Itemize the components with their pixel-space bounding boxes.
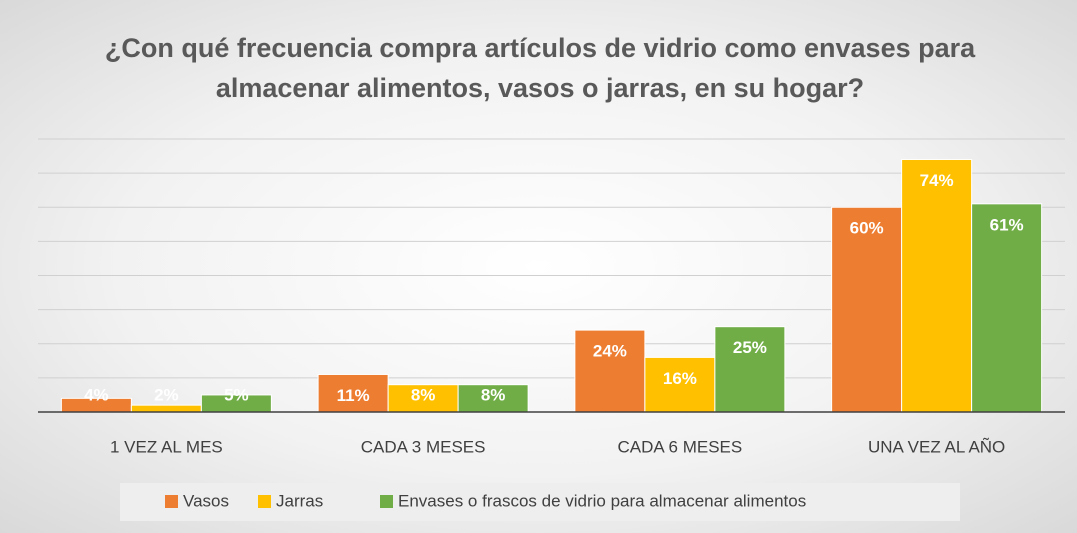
- bar: [901, 158, 973, 413]
- data-label: 74%: [920, 171, 954, 190]
- data-label: 2%: [154, 385, 179, 404]
- data-label: 8%: [411, 385, 436, 404]
- legend-swatch: [258, 495, 271, 508]
- bar: [574, 329, 646, 413]
- data-label: 5%: [224, 385, 249, 404]
- x-tick-label: UNA VEZ AL AÑO: [868, 437, 1005, 456]
- legend-swatch: [165, 495, 178, 508]
- legend-label: Jarras: [276, 491, 323, 510]
- bar: [130, 404, 202, 413]
- data-label: 8%: [481, 385, 506, 404]
- bar: [387, 384, 459, 413]
- bar: [317, 373, 389, 413]
- legend-label: Envases o frascos de vidrio para almacen…: [398, 491, 806, 510]
- bar: [714, 326, 786, 413]
- x-tick-label: CADA 6 MESES: [618, 437, 743, 456]
- data-label: 16%: [663, 369, 697, 388]
- legend-swatch: [380, 495, 393, 508]
- x-tick-label: 1 VEZ AL MES: [110, 437, 223, 456]
- data-label: 11%: [337, 386, 370, 405]
- data-label: 60%: [850, 219, 884, 238]
- data-label: 25%: [733, 338, 767, 357]
- bar: [457, 384, 529, 413]
- bar: [971, 203, 1043, 413]
- bar: [644, 356, 716, 413]
- data-label: 4%: [84, 385, 109, 404]
- data-label: 61%: [990, 215, 1024, 234]
- bar: [831, 206, 903, 413]
- x-tick-label: CADA 3 MESES: [361, 437, 486, 456]
- chart-title: ¿Con qué frecuencia compra artículos de …: [104, 33, 976, 103]
- legend-label: Vasos: [183, 491, 229, 510]
- data-label: 24%: [593, 342, 627, 361]
